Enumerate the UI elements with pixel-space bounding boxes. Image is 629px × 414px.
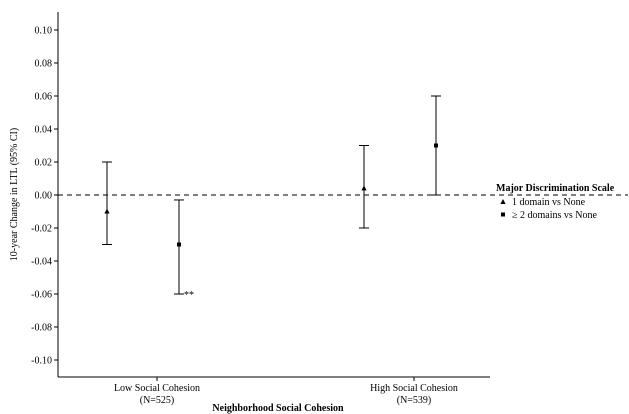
x-axis-title: Neighborhood Social Cohesion — [212, 403, 344, 414]
legend-entry-label: ≥ 2 domains vs None — [512, 210, 597, 221]
y-tick-label: -0.06 — [31, 290, 52, 301]
y-tick-label: -0.02 — [31, 224, 52, 235]
y-tick-label: -0.10 — [31, 356, 52, 367]
point-marker-square — [177, 242, 181, 247]
y-tick-label: 0.00 — [35, 191, 53, 202]
y-tick-label: 0.02 — [35, 158, 53, 169]
x-tick-label: Low Social Cohesion — [114, 383, 200, 394]
x-tick-sublabel: (N=525) — [140, 395, 175, 406]
y-tick-label: -0.04 — [31, 257, 52, 268]
y-tick-label: 0.04 — [35, 125, 53, 136]
legend-marker-triangle — [500, 199, 506, 204]
y-tick-label: 0.10 — [35, 26, 53, 37]
y-tick-label: -0.08 — [31, 323, 52, 334]
significance-annotation: ** — [184, 290, 194, 301]
point-marker-square — [434, 143, 438, 148]
x-tick-sublabel: (N=539) — [397, 395, 432, 406]
y-axis-title: 10-year Change in LTL (95% CI) — [9, 128, 20, 261]
x-tick-label: High Social Cohesion — [370, 383, 458, 394]
point-marker-triangle — [361, 185, 367, 191]
y-tick-label: 0.06 — [35, 92, 53, 103]
point-marker-triangle — [104, 208, 110, 214]
legend-entry-label: 1 domain vs None — [512, 197, 586, 208]
legend-title: Major Discrimination Scale — [496, 183, 615, 194]
y-tick-label: 0.08 — [35, 59, 53, 70]
legend-marker-square — [501, 212, 505, 217]
